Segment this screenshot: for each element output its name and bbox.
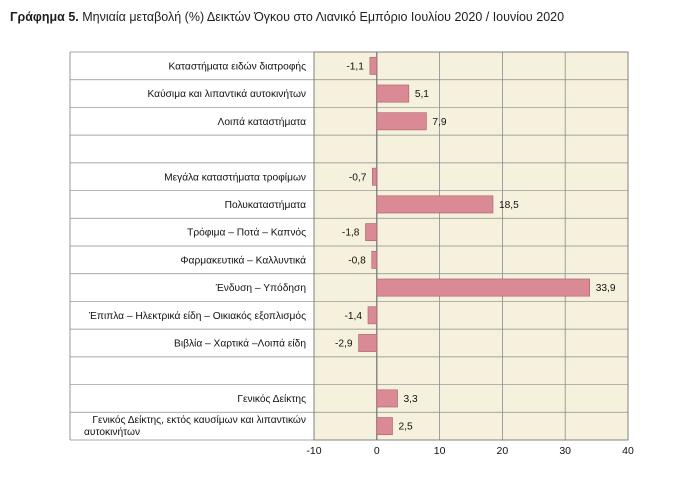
- category-label: Μεγάλα καταστήματα τροφίμων: [164, 171, 306, 183]
- x-tick-label: 20: [497, 445, 509, 457]
- category-label: Γενικός Δείκτης, εκτός καυσίμων και λιπα…: [92, 414, 306, 426]
- data-label: 18,5: [499, 200, 519, 211]
- data-label: 5,1: [415, 89, 429, 100]
- x-tick-label: 40: [622, 445, 634, 457]
- data-label: -1,8: [342, 228, 360, 239]
- bar: [376, 84, 410, 103]
- figure-title: Μηνιαία μεταβολή (%) Δεικτών Όγκου στο Λ…: [82, 10, 565, 24]
- category-label: Βιβλία – Χαρτικά –Λοιπά είδη: [174, 338, 306, 350]
- bar: [376, 278, 590, 297]
- category-label: Έπιπλα – Ηλεκτρικά είδη – Οικιακός εξοπλ…: [88, 310, 306, 322]
- plot-frame: [313, 51, 629, 441]
- x-tick-label: 30: [559, 445, 571, 457]
- bar: [365, 223, 378, 242]
- category-label: Φαρμακευτικά – Καλλυντικά: [180, 254, 306, 266]
- x-tick-label: -10: [306, 445, 321, 457]
- data-label: 7,9: [432, 117, 446, 128]
- bar: [376, 112, 427, 131]
- data-label: -2,9: [335, 339, 353, 350]
- data-label: 3,3: [404, 394, 418, 405]
- data-label: -1,1: [346, 61, 364, 72]
- category-label: Τρόφιμα – Ποτά – Καπνός: [187, 227, 306, 239]
- data-label: -1,4: [344, 311, 362, 322]
- bar: [358, 334, 378, 352]
- bar: [371, 250, 378, 269]
- data-label: 33,9: [596, 283, 616, 294]
- category-label: Γενικός Δείκτης: [237, 393, 306, 405]
- bar: [369, 56, 378, 75]
- data-label: 2,5: [399, 422, 413, 433]
- bar: [376, 389, 398, 408]
- category-label: αυτοκινήτων: [84, 426, 140, 438]
- bar: [376, 417, 393, 436]
- data-label: -0,8: [348, 255, 366, 266]
- category-label: Πολυκαταστήματα: [225, 199, 306, 211]
- data-label: -0,7: [349, 172, 367, 183]
- x-tick-label: 10: [434, 445, 446, 457]
- chart-title: Γράφημα 5. Μηνιαία μεταβολή (%) Δεικτών …: [10, 10, 564, 24]
- x-tick-label: 0: [374, 445, 380, 457]
- bar: [367, 306, 378, 325]
- figure-label: Γράφημα 5.: [10, 10, 79, 24]
- category-label: Καύσιμα και λιπαντικά αυτοκινήτων: [148, 88, 306, 100]
- bar: [376, 195, 494, 214]
- category-label: Ένδυση – Υπόδηση: [215, 282, 306, 294]
- category-label: Καταστήματα ειδών διατροφής: [168, 60, 306, 72]
- category-label: Λοιπά καταστήματα: [218, 116, 307, 128]
- bar: [372, 167, 378, 186]
